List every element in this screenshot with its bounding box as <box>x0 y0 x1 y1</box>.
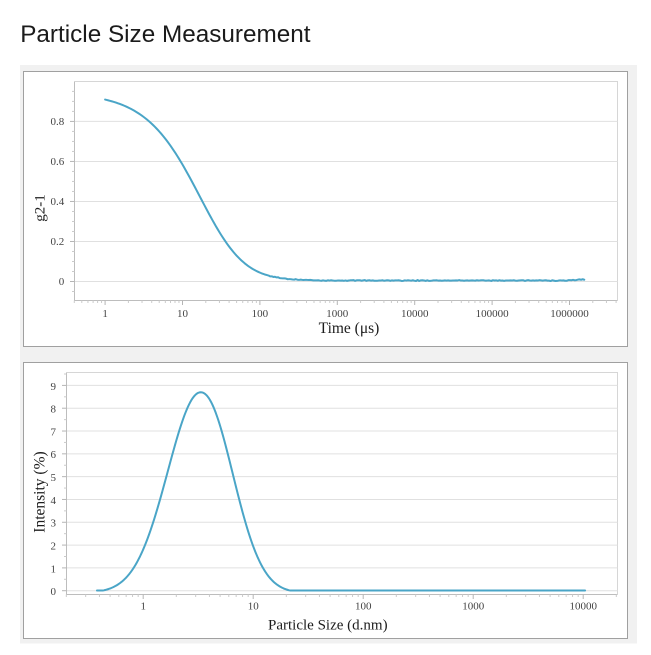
svg-text:0.8: 0.8 <box>51 116 65 128</box>
svg-text:8: 8 <box>51 404 57 416</box>
svg-text:5: 5 <box>51 472 57 484</box>
svg-text:100: 100 <box>355 600 372 612</box>
svg-text:0: 0 <box>51 586 57 598</box>
svg-text:9: 9 <box>51 381 57 393</box>
svg-text:1000: 1000 <box>326 308 349 320</box>
svg-text:100000: 100000 <box>476 308 510 320</box>
svg-text:1: 1 <box>51 563 57 575</box>
svg-text:7: 7 <box>51 426 57 438</box>
svg-text:0.4: 0.4 <box>51 196 65 208</box>
svg-text:3: 3 <box>51 518 57 530</box>
svg-text:2: 2 <box>51 540 57 552</box>
svg-text:1: 1 <box>140 600 146 612</box>
svg-text:g2-1: g2-1 <box>32 194 48 222</box>
svg-text:100: 100 <box>252 308 269 320</box>
svg-text:0.6: 0.6 <box>51 156 65 168</box>
svg-text:1000000: 1000000 <box>550 308 589 320</box>
svg-text:10000: 10000 <box>401 308 429 320</box>
svg-text:0: 0 <box>59 276 65 288</box>
svg-text:10000: 10000 <box>569 600 597 612</box>
svg-text:0.2: 0.2 <box>51 236 65 248</box>
svg-text:4: 4 <box>51 495 57 507</box>
svg-text:10: 10 <box>248 600 260 612</box>
svg-text:6: 6 <box>51 449 57 461</box>
svg-text:1: 1 <box>102 308 108 320</box>
svg-text:10: 10 <box>177 308 189 320</box>
svg-text:Time (μs): Time (μs) <box>319 320 380 337</box>
svg-text:Particle Size (d.nm): Particle Size (d.nm) <box>268 618 388 634</box>
svg-text:1000: 1000 <box>462 600 485 612</box>
svg-text:Intensity (%): Intensity (%) <box>32 451 49 532</box>
